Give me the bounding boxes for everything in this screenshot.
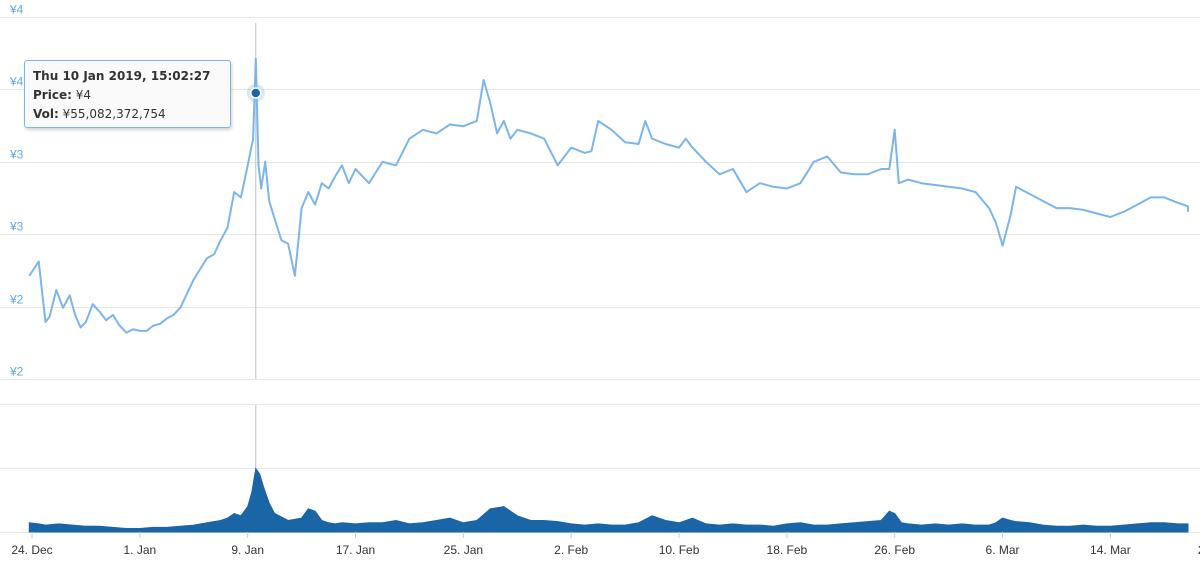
tooltip: Thu 10 Jan 2019, 15:02:27 Price: ¥4 Vol:… bbox=[24, 60, 231, 128]
x-tick-label: 10. Feb bbox=[659, 543, 700, 557]
x-tick-label: 24. Dec bbox=[11, 543, 52, 557]
volume-series-area bbox=[28, 467, 1189, 533]
tooltip-price-value: ¥4 bbox=[75, 88, 91, 102]
x-tick-label: 26. Feb bbox=[874, 543, 915, 557]
x-tick-label: 9. Jan bbox=[231, 543, 264, 557]
y-axis-labels: ¥4 ¥4 ¥3 ¥3 ¥2 ¥2 bbox=[9, 3, 24, 379]
volume-series-group bbox=[28, 467, 1189, 533]
x-tick-label: 25. Jan bbox=[444, 543, 483, 557]
x-tick-label: 22. Mar bbox=[1198, 543, 1200, 557]
x-axis-labels: 24. Dec 1. Jan 9. Jan 17. Jan 25. Jan 2. Feb 1… bbox=[11, 532, 1200, 557]
hover-marker-point bbox=[250, 87, 262, 99]
tooltip-date: Thu 10 Jan 2019, 15:02:27 bbox=[33, 69, 211, 83]
x-tick-label: 1. Jan bbox=[123, 543, 156, 557]
y-tick-label: ¥3 bbox=[9, 220, 24, 234]
x-tick-label: 2. Feb bbox=[554, 543, 588, 557]
tooltip-price-label: Price: bbox=[33, 88, 72, 102]
tooltip-vol-row: Vol: ¥55,082,372,754 bbox=[33, 105, 222, 124]
x-tick-label: 6. Mar bbox=[986, 543, 1020, 557]
y-tick-label: ¥2 bbox=[9, 365, 24, 379]
tooltip-vol-value: ¥55,082,372,754 bbox=[62, 107, 166, 121]
price-series-line bbox=[28, 57, 1189, 334]
y-tick-label: ¥4 bbox=[9, 3, 24, 17]
x-tick-label: 14. Mar bbox=[1090, 543, 1131, 557]
tooltip-vol-label: Vol: bbox=[33, 107, 59, 121]
x-tick-label: 18. Feb bbox=[767, 543, 808, 557]
tooltip-date-row: Thu 10 Jan 2019, 15:02:27 bbox=[33, 67, 222, 86]
hover-marker-group bbox=[246, 84, 265, 102]
y-tick-label: ¥3 bbox=[9, 148, 24, 162]
price-series-group bbox=[28, 57, 1189, 334]
y-tick-label: ¥2 bbox=[9, 293, 24, 307]
y-tick-label: ¥4 bbox=[9, 75, 24, 89]
tooltip-price-row: Price: ¥4 bbox=[33, 86, 222, 105]
x-tick-label: 17. Jan bbox=[336, 543, 375, 557]
